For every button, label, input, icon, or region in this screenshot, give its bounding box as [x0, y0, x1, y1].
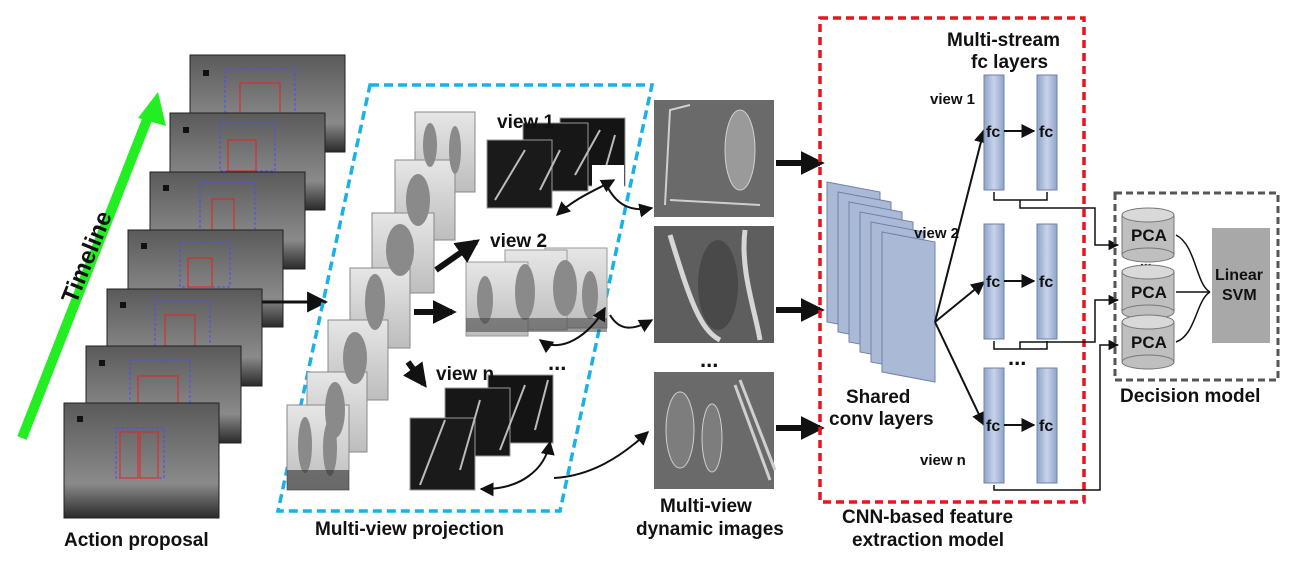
pca-label: PCA [1131, 333, 1167, 352]
multi-view-projection-label: Multi-view projection [315, 519, 504, 540]
view-n-projection [409, 374, 554, 492]
view-2-projection [465, 247, 608, 337]
projection-arrow [434, 239, 480, 273]
fc-label: fc [986, 274, 1000, 291]
pca-cylinder [1121, 314, 1175, 370]
pca-ellipsis: ... [1140, 253, 1152, 269]
cnn-model-label-line1: CNN-based feature [842, 507, 1013, 528]
timeline-arrow [17, 92, 166, 440]
dynamic-images [654, 100, 777, 489]
feature-connector [1019, 294, 1120, 349]
fc-label: fc [1039, 274, 1053, 291]
view-n-label: view n [436, 364, 494, 385]
svm-connector [1175, 234, 1211, 293]
video-frame [63, 402, 220, 519]
cnn-model-label-line2: extraction model [852, 530, 1004, 551]
view-1-label: view 1 [497, 112, 554, 133]
stream-view-1-label: view 1 [930, 91, 975, 108]
multi-stream-label-line1: Multi-stream [947, 30, 1060, 51]
fc-stream-1 [983, 74, 1058, 201]
dynamic-images-label-line1: Multi-view [660, 496, 752, 517]
depth-image-stack [286, 111, 476, 491]
branch-arrow [934, 321, 985, 427]
fc-label: fc [986, 418, 1000, 435]
dynamic-image [654, 226, 774, 343]
multi-stream-label-line2: fc layers [971, 52, 1048, 73]
feature-connector [1019, 200, 1120, 251]
linear-svm-label-line2: SVM [1222, 287, 1257, 304]
curve-arrow [609, 314, 654, 333]
rotation-arrow [479, 440, 555, 497]
curve-arrow [607, 187, 654, 218]
stream-view-2-label: view 2 [914, 225, 959, 242]
branch-arrow [934, 128, 988, 323]
fc-label: fc [986, 124, 1000, 141]
fc-label: fc [1039, 124, 1053, 141]
branch-arrow [934, 281, 986, 323]
pca-label: PCA [1131, 283, 1167, 302]
dynamic-images-label-line2: dynamic images [636, 519, 784, 540]
pca-cylinder [1121, 207, 1175, 263]
decision-model-region [1113, 191, 1280, 382]
action-proposal-label: Action proposal [64, 530, 209, 551]
shared-conv-label-line1: Shared [846, 387, 910, 408]
fc-label: fc [1039, 418, 1053, 435]
rotation-arrow [555, 179, 616, 216]
dynamic-image [654, 100, 774, 217]
pca-label: PCA [1131, 226, 1167, 245]
svm-connector [1175, 291, 1211, 343]
dynamic-images-ellipsis: ... [700, 347, 718, 372]
action-proposal-frames [63, 54, 346, 519]
fc-stream-2 [983, 223, 1058, 350]
multi-view-projection-region [275, 83, 655, 513]
projection-ellipsis: ... [548, 350, 566, 375]
cnn-model-region [818, 16, 1086, 504]
curve-arrow [553, 431, 650, 479]
stream-view-n-label: view n [920, 452, 966, 469]
linear-svm-label-line1: Linear [1215, 267, 1263, 284]
decision-model-label: Decision model [1120, 386, 1260, 407]
fc-stream-n [983, 339, 1120, 491]
shared-conv-layers [826, 181, 936, 383]
view-2-label: view 2 [490, 231, 547, 252]
shared-conv-label-line2: conv layers [829, 409, 934, 430]
linear-svm-block [1212, 228, 1270, 343]
rotation-arrow [538, 306, 606, 354]
stream-ellipsis: ... [1008, 345, 1026, 370]
dynamic-image [654, 372, 777, 489]
projection-arrow [403, 360, 427, 388]
